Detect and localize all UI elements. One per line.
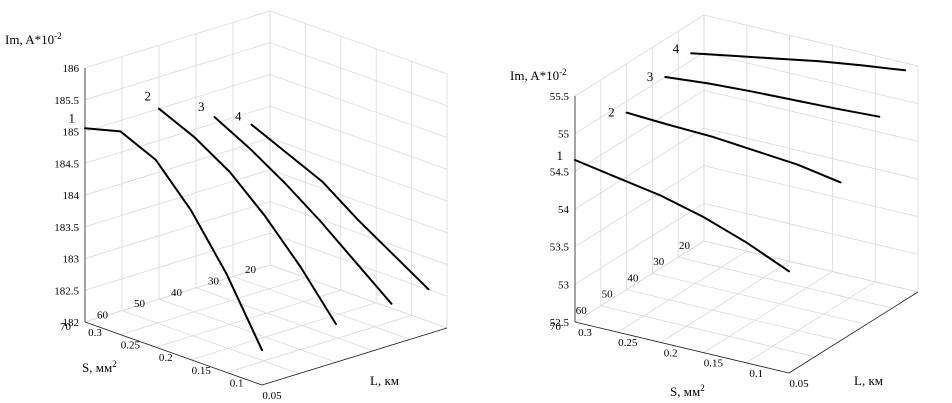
x-axis-label: L, км xyxy=(854,373,883,388)
y-axis-label: S, мм2 xyxy=(670,383,705,399)
series-line-1 xyxy=(84,127,263,352)
grid xyxy=(574,14,919,374)
x-tick-label: 0.05 xyxy=(789,378,809,390)
y-tick-label: 70 xyxy=(550,321,562,333)
x-axis xyxy=(84,321,263,386)
y-tick-label: 20 xyxy=(679,240,691,252)
series-label-4: 4 xyxy=(235,109,242,124)
axes xyxy=(84,68,448,386)
x-tick-label: 0.2 xyxy=(664,347,678,359)
z-tick-label: 53 xyxy=(558,279,570,291)
series-label-2: 2 xyxy=(145,89,152,104)
z-tick-label: 183.5 xyxy=(54,222,79,234)
x-tick-label: 0.2 xyxy=(159,352,173,364)
x-tick-label: 0.15 xyxy=(192,365,212,377)
chart-left: 182 182.5 183 183.5 184 184.5 185 185.5 186 0.05 0… xyxy=(5,10,448,402)
series-line-1 xyxy=(574,159,790,273)
series-label-3: 3 xyxy=(647,69,654,84)
z-tick-label: 185.5 xyxy=(54,95,79,107)
y-tick-label: 60 xyxy=(97,310,109,322)
y-tick-label: 30 xyxy=(653,256,665,268)
z-tick-label: 184.5 xyxy=(54,158,79,170)
x-axis-label: L, км xyxy=(370,373,399,388)
series-line-2 xyxy=(158,107,337,326)
series: 1 2 3 4 xyxy=(557,41,907,273)
series: 1 2 3 4 xyxy=(69,89,430,352)
y-tick-label: 40 xyxy=(171,287,183,299)
x-tick-label: 0.3 xyxy=(578,327,592,339)
z-tick-label: 52.5 xyxy=(550,317,570,329)
x-tick-label: 0.25 xyxy=(618,337,638,349)
y-axis-label: S, мм2 xyxy=(82,359,117,375)
z-tick-label: 53.5 xyxy=(550,242,570,254)
x-tick-label: 0.05 xyxy=(262,390,282,402)
y-tick-label: 40 xyxy=(627,272,639,284)
z-tick-label: 182.5 xyxy=(54,285,79,297)
series-line-3 xyxy=(664,76,881,118)
series-label-2: 2 xyxy=(608,105,615,120)
series-label-4: 4 xyxy=(673,41,680,56)
z-tick-label: 54.5 xyxy=(550,166,570,178)
axes xyxy=(574,96,919,374)
y-axis-label-sup: 2 xyxy=(700,383,705,393)
series-line-3 xyxy=(213,116,393,305)
y-axis-label-sup: 2 xyxy=(112,359,117,369)
z-axis-label: Im, A*10-2 xyxy=(510,67,567,83)
z-tick-label: 184 xyxy=(63,190,80,202)
z-tick-label: 55.5 xyxy=(550,91,570,103)
x-axis-far xyxy=(788,291,919,374)
x-tick-label: 0.15 xyxy=(704,358,724,370)
x-tick-label: 0.25 xyxy=(121,340,141,352)
z-tick-label: 182 xyxy=(63,317,80,329)
z-axis-label-sup: -2 xyxy=(54,31,62,41)
y-tick-label: 70 xyxy=(60,321,72,333)
z-tick-label: 185 xyxy=(63,127,80,139)
series-label-1: 1 xyxy=(557,148,564,163)
y-tick-label: 50 xyxy=(134,298,146,310)
x-tick-label: 0.3 xyxy=(88,327,102,339)
series-label-3: 3 xyxy=(198,99,205,114)
series-line-4 xyxy=(690,52,907,72)
z-tick-label: 186 xyxy=(63,63,80,75)
series-line-4 xyxy=(250,123,430,291)
chart-right: 52.5 53 53.5 54 54.5 55 55.5 0.05 0.1 0.15 0.2 0.25… xyxy=(510,14,919,399)
x-tick-label: 0.1 xyxy=(230,377,244,389)
y-tick-label: 50 xyxy=(602,289,614,301)
series-label-1: 1 xyxy=(69,110,76,125)
x-axis xyxy=(574,321,790,374)
z-tick-label: 54 xyxy=(558,204,570,216)
y-tick-label: 30 xyxy=(208,275,220,287)
z-axis-label: Im, A*10-2 xyxy=(5,31,62,47)
y-tick-label: 60 xyxy=(576,305,588,317)
z-tick-label: 55 xyxy=(558,129,570,141)
series-line-2 xyxy=(625,111,842,184)
y-tick-label: 20 xyxy=(245,264,257,276)
x-axis-far xyxy=(261,327,448,386)
x-tick-label: 0.1 xyxy=(749,368,763,380)
z-tick-label: 183 xyxy=(63,254,80,266)
grid xyxy=(84,10,448,386)
z-axis-label-sup: -2 xyxy=(559,67,567,77)
